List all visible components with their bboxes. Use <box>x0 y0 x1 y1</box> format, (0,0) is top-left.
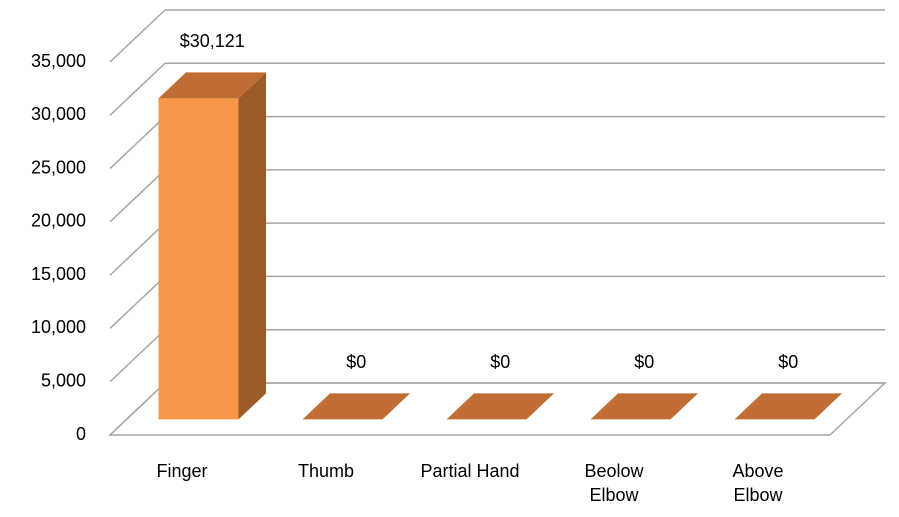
grid-line <box>109 62 166 116</box>
bar <box>734 393 842 420</box>
grid-line <box>109 222 166 276</box>
bar-top <box>446 393 554 420</box>
bar <box>590 393 698 420</box>
x-tick-label: Finger <box>156 461 208 481</box>
x-tick-label: Thumb <box>297 461 355 481</box>
grid-line <box>109 116 166 170</box>
grid-line <box>109 275 166 329</box>
y-tick-label: 20,000 <box>31 211 86 231</box>
value-label: $0 <box>490 352 510 372</box>
bar-side <box>238 72 266 420</box>
bar-top <box>158 72 266 99</box>
y-tick-label: 5,000 <box>41 370 86 390</box>
value-label: $0 <box>778 352 798 372</box>
y-tick-label: 25,000 <box>31 157 86 177</box>
y-tick-label: 35,000 <box>31 51 86 71</box>
bar <box>158 72 266 420</box>
y-tick-label: 15,000 <box>31 264 86 284</box>
y-tick-label: 10,000 <box>31 317 86 337</box>
value-label: $30,121 <box>180 31 245 51</box>
grid-line <box>109 169 166 223</box>
y-tick-label: 0 <box>76 424 86 444</box>
x-tick-label: Partial Hand <box>420 461 520 481</box>
bar-front <box>158 98 239 420</box>
bar <box>302 393 410 420</box>
x-tick-label: Above Elbow <box>732 461 784 505</box>
value-label: $0 <box>346 352 366 372</box>
bar-top <box>590 393 698 420</box>
grid-line <box>109 9 166 63</box>
y-tick-label: 30,000 <box>31 104 86 124</box>
x-tick-label: Beolow Elbow <box>584 461 644 505</box>
bar <box>446 393 554 420</box>
value-label: $0 <box>634 352 654 372</box>
bar-top <box>734 393 842 420</box>
bar-top <box>302 393 410 420</box>
grid-line <box>109 382 166 436</box>
grid-line <box>109 329 166 383</box>
